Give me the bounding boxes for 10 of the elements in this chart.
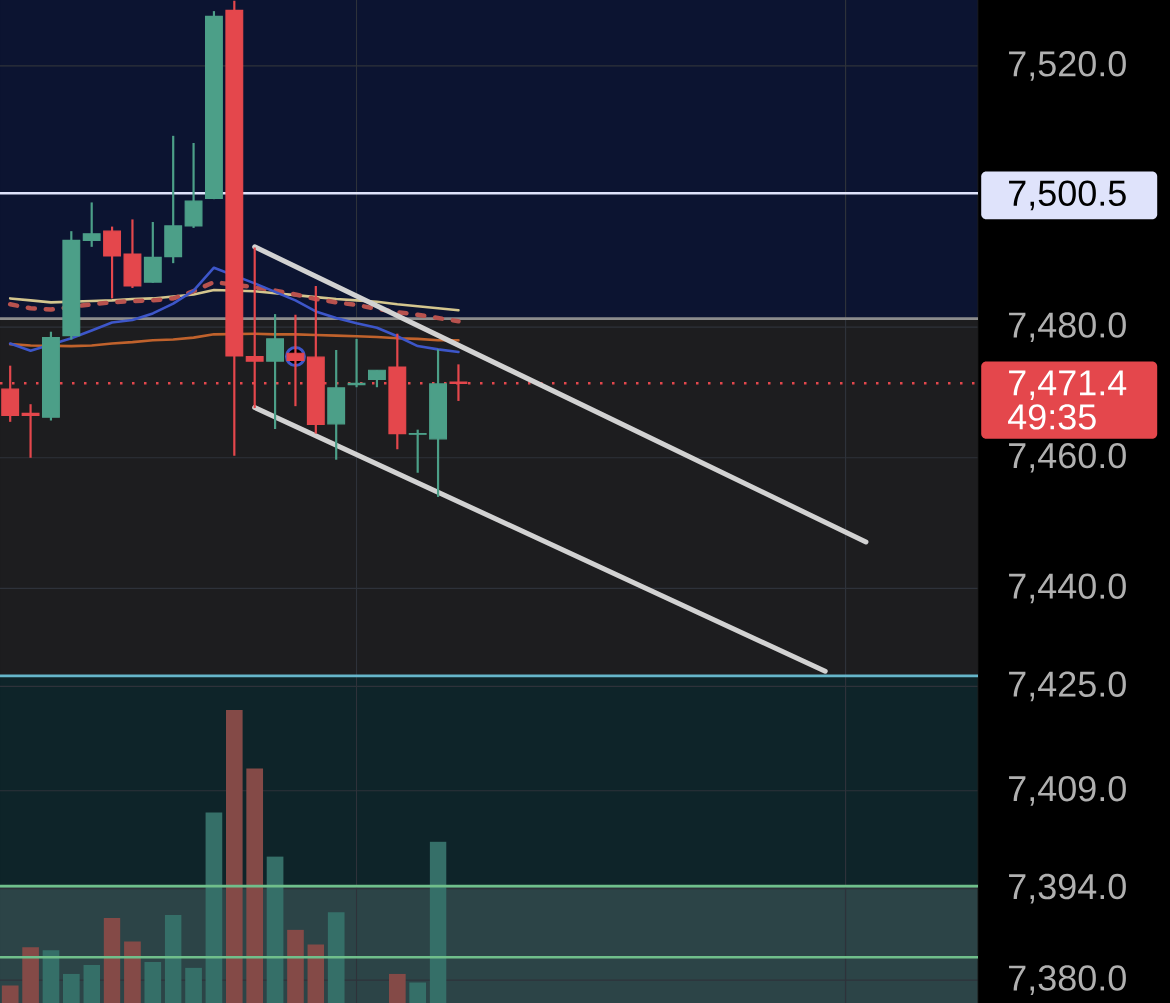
y-tick-label: 7,425.0: [1009, 671, 1126, 702]
y-tick-label: 7,460.0: [1009, 442, 1126, 473]
ref-line-label: 7,471.4 49:35: [1008, 370, 1127, 430]
y-tick-label: 7,480.0: [1009, 312, 1126, 343]
y-tick-label: 7,440.0: [1009, 573, 1126, 604]
y-tick-label: 7,520.0: [1009, 51, 1126, 81]
y-tick-label: 7,409.0: [1009, 775, 1126, 806]
ref-line-label: 7,500.5: [1009, 180, 1126, 211]
y-tick-label: 7,394.0: [1009, 873, 1126, 904]
y-tick-label: 7,380.0: [1009, 965, 1126, 996]
